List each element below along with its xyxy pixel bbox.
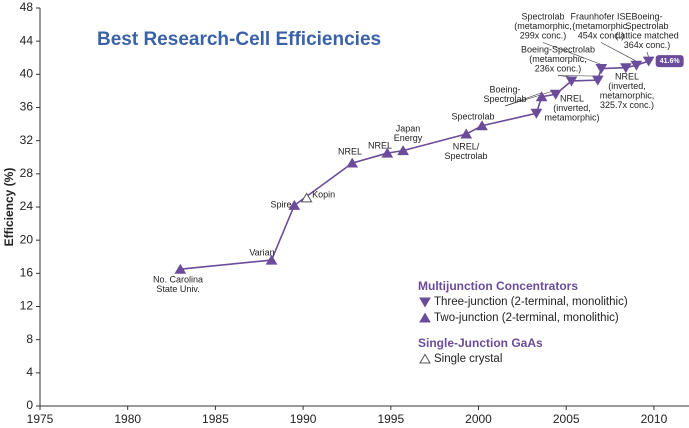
point-label: Spectrolab bbox=[451, 111, 494, 121]
point-label: Fraunhofer ISE bbox=[570, 11, 631, 21]
data-point bbox=[381, 147, 394, 158]
x-tick-label: 1980 bbox=[114, 412, 141, 426]
data-point bbox=[397, 145, 409, 156]
point-label: (metamorphic, bbox=[514, 21, 572, 31]
legend-label: Single crystal bbox=[434, 353, 502, 365]
point-label: Boeing- bbox=[489, 84, 520, 94]
point-label: No. Carolina bbox=[153, 274, 203, 284]
value-label: 41.6% bbox=[660, 58, 681, 65]
x-tick-label: 2005 bbox=[553, 412, 580, 426]
y-tick-label: 4 bbox=[26, 365, 33, 379]
x-tick-label: 1975 bbox=[27, 412, 54, 426]
point-label: Varian bbox=[249, 247, 274, 257]
y-tick-label: 20 bbox=[20, 232, 34, 246]
y-tick-label: 32 bbox=[20, 133, 34, 147]
legend-heading: Single-Junction GaAs bbox=[418, 336, 543, 350]
value-badge bbox=[655, 55, 684, 68]
data-point bbox=[595, 64, 608, 75]
point-label: Spectrolab bbox=[444, 151, 487, 161]
record-line bbox=[180, 60, 649, 270]
data-point bbox=[346, 157, 359, 168]
point-label: NREL bbox=[368, 140, 392, 150]
point-label: (metamorphic, bbox=[572, 21, 630, 31]
point-label: Boeing-Spectrolab bbox=[521, 44, 595, 54]
data-point bbox=[642, 56, 655, 67]
data-point bbox=[476, 120, 488, 131]
y-tick-label: 24 bbox=[20, 199, 34, 213]
point-label: metamorphic, bbox=[600, 90, 655, 100]
point-label: Kopin bbox=[312, 189, 335, 199]
point-label: 364x conc.) bbox=[624, 40, 671, 50]
leader-line bbox=[504, 89, 556, 107]
point-label: Spectrolab bbox=[521, 11, 564, 21]
y-tick-label: 0 bbox=[26, 398, 33, 412]
legend-marker bbox=[419, 297, 431, 308]
point-label: (inverted, bbox=[608, 81, 646, 91]
leader-line bbox=[542, 42, 602, 65]
point-label: 299x conc.) bbox=[520, 30, 567, 40]
data-point bbox=[460, 128, 473, 139]
data-point bbox=[265, 254, 278, 265]
data-point bbox=[535, 91, 548, 102]
legend-label: Two-junction (2-terminal, monolithic) bbox=[434, 312, 619, 324]
x-tick-label: 2010 bbox=[641, 412, 668, 426]
point-label: (lattice matched bbox=[615, 30, 679, 40]
chart-title: Best Research-Cell Efficiencies bbox=[97, 29, 381, 50]
point-label: 236x conc.) bbox=[535, 63, 582, 73]
legend-heading: Multijunction Concentrators bbox=[418, 279, 578, 293]
point-label: NREL bbox=[615, 71, 639, 81]
leader-line bbox=[557, 75, 598, 77]
point-label: metamorphic) bbox=[544, 112, 599, 122]
data-point bbox=[549, 89, 562, 100]
legend-label: Three-junction (2-terminal, monolithic) bbox=[434, 296, 628, 308]
point-label: 454x conc.) bbox=[578, 30, 625, 40]
x-tick-label: 2000 bbox=[465, 412, 492, 426]
x-tick-label: 1995 bbox=[377, 412, 404, 426]
data-point bbox=[619, 63, 632, 74]
y-axis-label: Efficiency (%) bbox=[2, 168, 16, 247]
y-tick-label: 44 bbox=[20, 33, 34, 47]
point-label: Boeing- bbox=[631, 11, 662, 21]
point-label: (inverted, bbox=[553, 103, 591, 113]
y-tick-label: 28 bbox=[20, 166, 34, 180]
point-label: 325.7x conc.) bbox=[600, 100, 654, 110]
y-tick-label: 36 bbox=[20, 100, 34, 114]
point-label: Spectrolab bbox=[483, 94, 526, 104]
point-label: Energy bbox=[394, 133, 423, 143]
single-point bbox=[300, 192, 313, 203]
data-point bbox=[591, 75, 604, 86]
data-point bbox=[288, 199, 301, 210]
point-label: Spire bbox=[270, 199, 291, 209]
point-label: (metamorphic, bbox=[529, 54, 587, 64]
point-label: NREL bbox=[338, 146, 362, 156]
leader-line bbox=[600, 42, 637, 62]
leader-line bbox=[646, 51, 649, 58]
legend-marker bbox=[419, 353, 431, 364]
data-point bbox=[174, 263, 187, 274]
point-label: Japan bbox=[396, 123, 421, 133]
point-label: NREL/ bbox=[453, 141, 480, 151]
point-label: State Univ. bbox=[156, 284, 199, 294]
x-tick-label: 1985 bbox=[202, 412, 229, 426]
y-tick-label: 8 bbox=[26, 332, 33, 346]
x-tick-label: 1990 bbox=[290, 412, 317, 426]
y-tick-label: 40 bbox=[20, 67, 34, 81]
y-tick-label: 16 bbox=[20, 266, 34, 280]
point-label: Spectrolab bbox=[625, 21, 668, 31]
legend-marker bbox=[419, 312, 431, 323]
data-point bbox=[565, 76, 578, 87]
data-point bbox=[530, 108, 543, 119]
point-label: NREL bbox=[560, 93, 584, 103]
y-tick-label: 12 bbox=[20, 299, 34, 313]
data-point bbox=[630, 60, 643, 71]
y-tick-label: 48 bbox=[20, 0, 34, 14]
